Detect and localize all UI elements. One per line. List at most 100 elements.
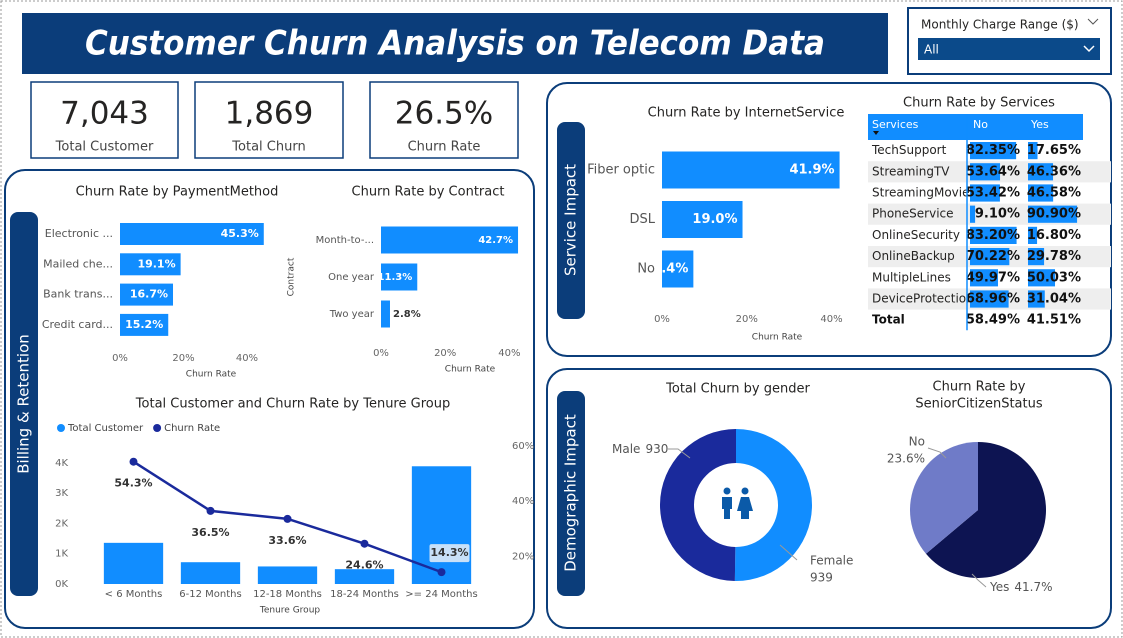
data-bar: [970, 226, 1017, 244]
row-label: StreamingMovies: [872, 186, 976, 200]
line-point: [129, 457, 138, 466]
section-tab: [557, 122, 585, 319]
data-label: 14.3%: [430, 546, 468, 559]
bar: [411, 466, 472, 584]
bar: [381, 300, 390, 328]
icon: [737, 497, 753, 519]
x-tick-label: 20%: [434, 348, 456, 359]
x-tick-label: 12-18 Months: [253, 589, 322, 600]
cell-value: 17.65%: [1027, 143, 1081, 158]
section-tab: [557, 391, 585, 596]
y-tick-label: 2K: [55, 518, 68, 529]
x-tick-label: < 6 Months: [105, 589, 163, 600]
category-label: Mailed che...: [43, 257, 113, 270]
data-bar: [970, 205, 976, 223]
data-bar: [1028, 269, 1056, 287]
leader-line: [927, 447, 947, 459]
bar: [103, 542, 164, 584]
row-label: OnlineBackup: [872, 249, 955, 263]
column-header: Yes: [1030, 118, 1049, 131]
kpi-value: 7,043: [60, 96, 149, 132]
bar: [381, 263, 418, 291]
slice-value: 41.7%: [1014, 580, 1052, 594]
x-tick-label: 20%: [172, 353, 194, 364]
data-bar: [1028, 248, 1045, 266]
leader-line: [779, 544, 798, 561]
line-point: [360, 539, 369, 548]
category-label: Bank trans...: [43, 288, 113, 301]
bar: [381, 226, 519, 254]
cell-value: 53.42%: [966, 186, 1020, 201]
legend-label: Churn Rate: [164, 423, 220, 434]
chart-title: Total Customer and Churn Rate by Tenure …: [135, 397, 450, 412]
data-bar: [970, 142, 1017, 160]
data-bar: [1028, 205, 1078, 223]
y2-tick-label: 40%: [512, 496, 534, 507]
chart-title: Churn Rate by PaymentMethod: [76, 185, 279, 200]
row-label: TechSupport: [871, 143, 947, 157]
section-label: Billing & Retention: [15, 334, 33, 474]
slice-value: 23.6%: [887, 452, 925, 466]
row-label: StreamingTV: [872, 164, 950, 178]
cell-value: 50.03%: [1027, 270, 1081, 285]
cell-value: 46.36%: [1027, 164, 1081, 179]
data-bar: [970, 269, 998, 287]
x-tick-label: 0%: [654, 314, 670, 325]
dropdown-chevron: [1083, 45, 1095, 53]
cell-value: 70.22%: [966, 249, 1020, 264]
chart-title: Total Churn by gender: [665, 382, 810, 397]
icon: [723, 487, 731, 495]
cell-value: 83.20%: [966, 228, 1020, 243]
cell-value: 31.04%: [1027, 292, 1081, 307]
leader-line: [668, 448, 691, 459]
data-bar: [970, 248, 1010, 266]
row-label: OnlineSecurity: [872, 228, 960, 242]
category-label: Credit card...: [42, 318, 113, 331]
bar: [662, 151, 840, 189]
data-bar: [970, 184, 1000, 202]
data-label: 16.7%: [130, 288, 168, 301]
kpi-value: 1,869: [225, 96, 314, 132]
x-tick-label: 20%: [736, 314, 758, 325]
data-label: 42.7%: [478, 235, 513, 246]
data-label: 2.8%: [393, 309, 421, 320]
slice-label: Male 930: [612, 442, 668, 456]
cell-value: 90.90%: [1027, 207, 1081, 222]
x-tick-label: 40%: [236, 353, 258, 364]
category-label: No: [637, 262, 655, 277]
data-bar: [1028, 184, 1054, 202]
cell-value: 82.35%: [966, 143, 1020, 158]
legend-label: Total Customer: [67, 423, 144, 434]
section-label: Service Impact: [562, 164, 580, 276]
legend-marker: [153, 424, 162, 432]
cell-value: 29.78%: [1027, 249, 1081, 264]
cell-value: 53.64%: [966, 164, 1020, 179]
slicer-label: Monthly Charge Range ($): [921, 18, 1079, 32]
y-axis-label: Contract: [287, 257, 297, 296]
data-label-box: [429, 544, 470, 563]
slicer-dropdown[interactable]: [918, 38, 1100, 60]
pie-slice: [925, 442, 1046, 578]
line-point: [283, 514, 292, 523]
category-label: Fiber optic: [587, 163, 655, 178]
column-header: Services: [872, 118, 919, 131]
category-label: One year: [328, 272, 375, 283]
x-tick-label: >= 24 Months: [405, 589, 477, 600]
data-label: 24.6%: [345, 559, 383, 572]
x-tick-label: 0%: [112, 353, 128, 364]
bar: [662, 201, 743, 238]
total-label: Total: [872, 313, 905, 327]
row-label: MultipleLines: [872, 270, 951, 284]
section-label: Demographic Impact: [562, 414, 580, 572]
leader-line: [971, 573, 987, 588]
icon: [741, 487, 749, 495]
x-tick-label: 40%: [498, 348, 520, 359]
section-tab: [10, 212, 38, 596]
line-point: [437, 568, 446, 577]
cell-value: 16.80%: [1027, 228, 1081, 243]
kpi-label: Total Churn: [231, 140, 305, 155]
y2-tick-label: 60%: [512, 441, 534, 452]
bar: [120, 253, 181, 276]
data-bar: [1028, 226, 1038, 244]
